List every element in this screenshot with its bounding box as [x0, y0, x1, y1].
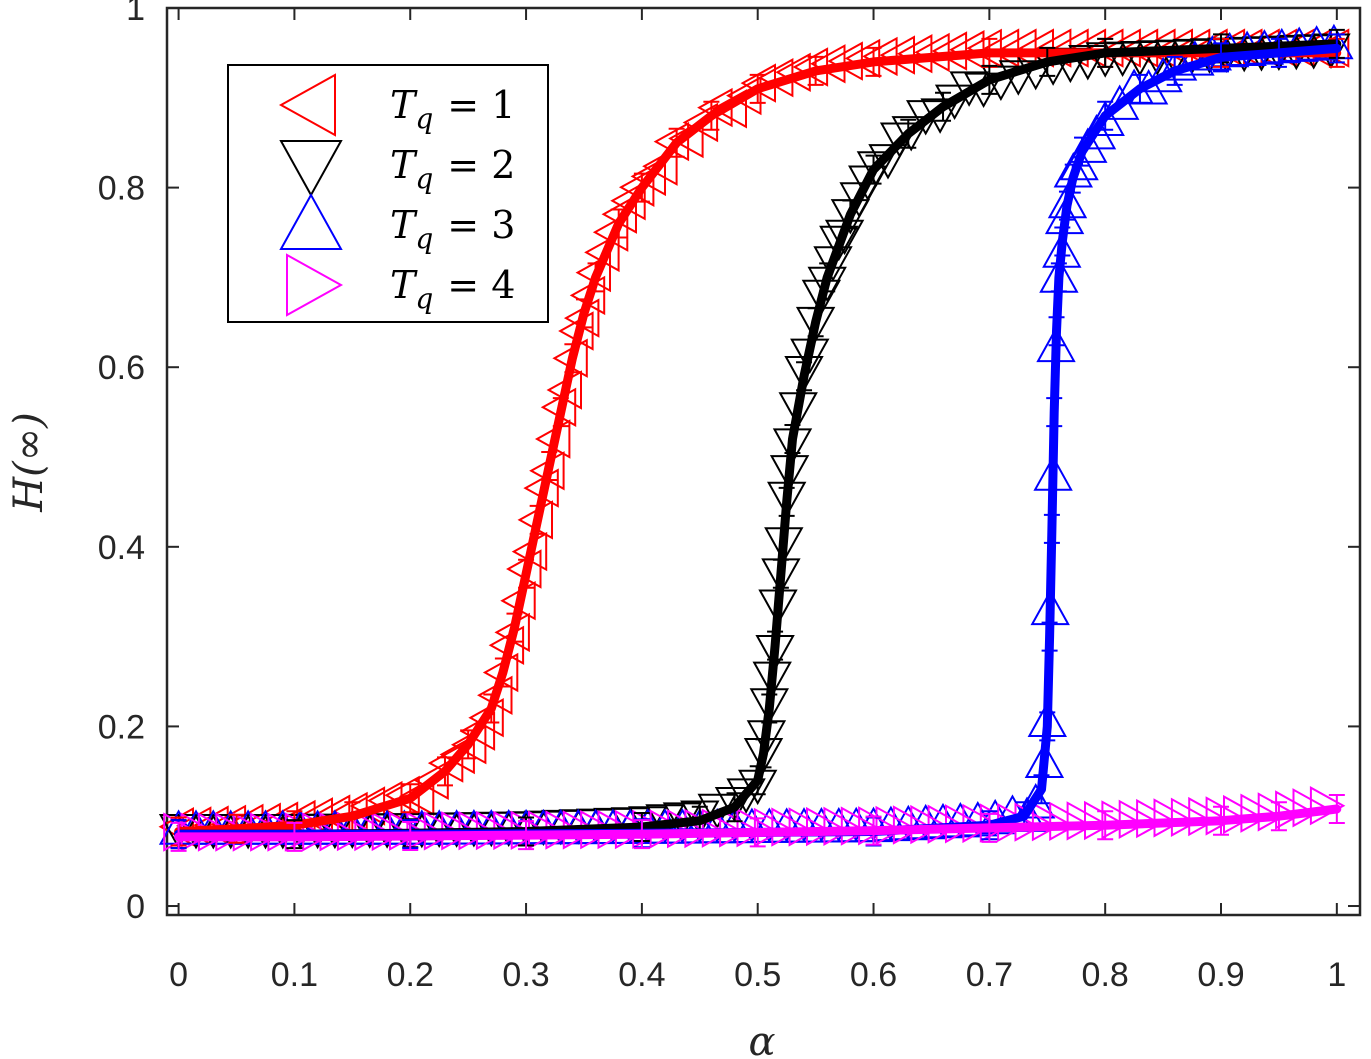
series-1-marker: [439, 734, 475, 775]
series-1-marker: [711, 89, 747, 129]
legend-label-3: Tq = 3: [390, 203, 515, 255]
plot-area: [158, 6, 1362, 917]
legend-entry-4: Tq = 4: [286, 253, 515, 317]
legend-label-subscript: q: [415, 162, 433, 195]
x-tick-label: 0.5: [734, 956, 781, 994]
y-tick-label: 0.6: [98, 349, 145, 387]
legend-marker-2: [279, 140, 343, 198]
x-tick-label: 0.8: [1082, 956, 1129, 994]
y-tick-label: 0.4: [98, 529, 145, 567]
legend: Tq = 1 Tq = 2 Tq = 3 Tq = 4: [227, 64, 549, 323]
legend-box: [227, 64, 549, 323]
legend-marker-4: [286, 253, 344, 317]
x-tick-label: 0.9: [1197, 956, 1244, 994]
legend-label-subscript: q: [415, 102, 433, 135]
series-2-marker: [714, 787, 755, 823]
y-tick-label: 0: [126, 888, 145, 926]
legend-entry-1: Tq = 1: [278, 73, 515, 137]
legend-label-2: Tq = 2: [390, 143, 515, 195]
series-2-marker: [891, 116, 931, 152]
x-tick-label: 0.6: [850, 956, 897, 994]
series-3-marker: [1068, 127, 1108, 163]
legend-label-subscript: q: [415, 282, 433, 315]
series-2-marker: [819, 225, 859, 262]
y-axis-label: H(∞): [6, 412, 52, 512]
legend-label-value: = 1: [447, 83, 515, 127]
line-layer: [170, 28, 1345, 852]
series-1-marker: [413, 760, 449, 800]
x-tick-label: 0.1: [271, 956, 318, 994]
series-3-marker: [1059, 144, 1099, 181]
tick-layer: [167, 7, 1360, 915]
x-tick-labels: 0 0.1 0.2 0.3 0.4 0.5 0.6 0.7 0.8 0.9 1: [169, 956, 1346, 994]
legend-entry-3: Tq = 3: [279, 192, 515, 255]
legend-label-value: = 4: [447, 263, 515, 307]
x-tick-label: 0.2: [387, 956, 434, 994]
series-2-marker: [801, 279, 842, 316]
x-tick-label: 0.4: [618, 956, 665, 994]
series-4-line: [174, 804, 1342, 842]
x-tick-label: 0: [169, 956, 188, 994]
legend-label-symbol: T: [390, 143, 418, 187]
series-2-line: [174, 39, 1342, 839]
legend-label-value: = 3: [447, 203, 515, 247]
x-axis-label: α: [748, 1019, 775, 1059]
legend-label-value: = 2: [447, 143, 515, 187]
x-tick-label: 0.7: [966, 956, 1013, 994]
x-tick-label: 0.3: [502, 956, 549, 994]
series-3-marker: [1076, 113, 1117, 150]
series-2-marker: [856, 151, 897, 187]
legend-entry-2: Tq = 2: [279, 140, 515, 198]
legend-marker-1: [278, 73, 336, 137]
series-1-marker: [726, 75, 762, 116]
legend-label-symbol: T: [390, 263, 418, 307]
legend-label-4: Tq = 4: [390, 263, 515, 315]
y-tick-label: 0.8: [98, 170, 145, 208]
x-tick-label: 1: [1327, 956, 1346, 994]
y-tick-labels: 0 0.2 0.4 0.6 0.8 1: [98, 0, 145, 926]
legend-label-symbol: T: [390, 83, 418, 127]
y-tick-label: 0.2: [98, 708, 145, 746]
series-2-marker: [726, 778, 766, 814]
y-tick-label: 1: [126, 0, 145, 28]
legend-label-1: Tq = 1: [390, 83, 515, 135]
series-1-line: [174, 48, 1342, 836]
legend-marker-3: [279, 192, 343, 250]
legend-label-symbol: T: [390, 203, 418, 247]
legend-label-subscript: q: [415, 222, 433, 255]
series-1-marker: [682, 102, 719, 143]
